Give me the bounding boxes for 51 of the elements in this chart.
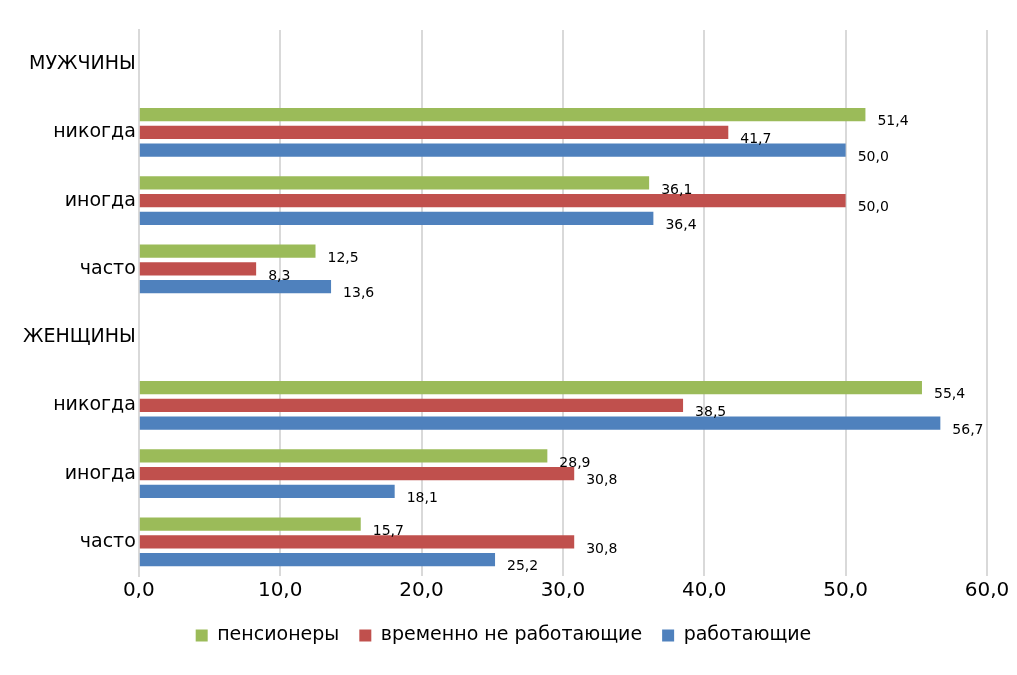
bar bbox=[139, 211, 654, 226]
x-tick-label: 40,0 bbox=[682, 577, 727, 602]
legend-label: работающие bbox=[683, 622, 812, 645]
data-label: 36,1 bbox=[661, 180, 693, 197]
bar bbox=[139, 535, 575, 549]
y-tick-label: часто bbox=[79, 255, 136, 278]
bar bbox=[139, 517, 361, 531]
bar bbox=[139, 398, 684, 413]
bar bbox=[139, 107, 866, 122]
y-tick-label: иногда bbox=[64, 460, 136, 483]
data-label: 50,0 bbox=[857, 147, 889, 164]
data-label: 12,5 bbox=[327, 248, 359, 265]
bar bbox=[139, 125, 729, 140]
x-tick-label: 20,0 bbox=[399, 577, 444, 602]
bar bbox=[139, 143, 846, 157]
data-label: 41,7 bbox=[740, 130, 772, 147]
bar bbox=[139, 552, 496, 567]
data-label: 8,3 bbox=[268, 266, 291, 283]
bar bbox=[139, 449, 548, 463]
bar bbox=[139, 380, 922, 395]
data-label: 38,5 bbox=[695, 403, 727, 420]
y-tick-label: иногда bbox=[64, 187, 136, 210]
data-label: 51,4 bbox=[877, 112, 909, 129]
bar bbox=[139, 176, 650, 190]
x-tick-label: 30,0 bbox=[540, 577, 586, 602]
x-tick-label: 60,0 bbox=[964, 577, 1010, 602]
data-label: 50,0 bbox=[857, 198, 889, 215]
y-tick-label: никогда bbox=[53, 392, 136, 415]
data-label: 30,8 bbox=[586, 539, 618, 556]
bar bbox=[139, 262, 257, 276]
x-tick-label: 50,0 bbox=[823, 577, 868, 602]
x-tick-label: 10,0 bbox=[257, 577, 303, 602]
data-label: 25,2 bbox=[507, 557, 539, 574]
data-label: 13,6 bbox=[343, 284, 375, 301]
y-tick-label: часто bbox=[79, 528, 136, 551]
data-label: 15,7 bbox=[372, 521, 404, 538]
data-label: 18,1 bbox=[406, 489, 438, 506]
data-label: 36,4 bbox=[665, 216, 697, 233]
y-tick-label: никогда bbox=[53, 119, 136, 142]
bar bbox=[139, 244, 316, 258]
x-tick-label: 0,0 bbox=[122, 577, 155, 602]
data-label: 30,8 bbox=[586, 471, 618, 488]
data-label: 56,7 bbox=[952, 420, 984, 437]
y-tick-label: ЖЕНЩИНЫ bbox=[22, 324, 136, 347]
data-label: 28,9 bbox=[559, 453, 591, 470]
data-label: 55,4 bbox=[933, 385, 966, 402]
legend-label: пенсионеры bbox=[217, 622, 340, 645]
legend-label: временно не работающие bbox=[380, 622, 643, 645]
bar bbox=[139, 416, 941, 430]
y-tick-label: МУЖЧИНЫ bbox=[29, 51, 136, 74]
bar bbox=[139, 484, 395, 499]
